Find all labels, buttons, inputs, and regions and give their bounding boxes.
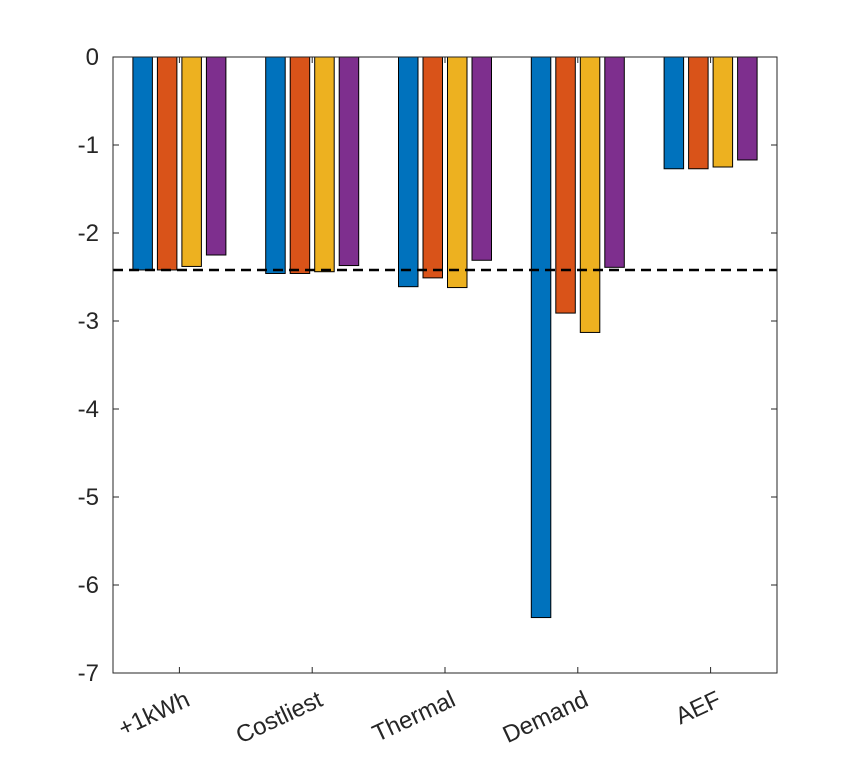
bar-costliest-series-3 — [314, 56, 335, 273]
bar-demand-series-2 — [555, 56, 576, 314]
y-tick-label: 0 — [86, 44, 99, 71]
y-tick-label: -5 — [78, 484, 99, 511]
y-tick-labels: 0 -1 -2 -3 -4 -5 -6 -7 — [78, 44, 99, 687]
bar-1kwh-series-3 — [181, 56, 202, 267]
y-tick-label: -3 — [78, 308, 99, 335]
x-tick-label: Thermal — [368, 686, 459, 748]
y-tick-label: -7 — [78, 660, 99, 687]
bar-aef-series-2 — [688, 56, 709, 170]
y-tick-label: -1 — [78, 132, 99, 159]
bar-thermal-series-1 — [398, 56, 419, 288]
bar-costliest-series-2 — [289, 56, 311, 274]
bar-costliest-series-4 — [338, 56, 360, 267]
x-tick-labels: +1kWh Costliest Thermal Demand AEF — [114, 686, 725, 750]
x-tick-label: Demand — [499, 686, 593, 749]
bar-costliest-series-1 — [265, 56, 286, 274]
bar-1kwh-series-2 — [156, 56, 178, 271]
bars-layer — [132, 56, 758, 619]
bar-demand-series-4 — [604, 56, 625, 268]
x-tick-label: AEF — [671, 686, 725, 730]
bar-thermal-series-4 — [471, 56, 492, 261]
bar-aef-series-1 — [663, 56, 685, 170]
bar-demand-series-3 — [579, 56, 601, 333]
axes-layer — [112, 56, 778, 674]
y-tick-label: -6 — [78, 572, 99, 599]
bar-1kwh-series-1 — [132, 56, 153, 271]
x-tick-label: +1kWh — [114, 686, 194, 742]
bar-demand-series-1 — [530, 56, 552, 619]
x-tick-label: Costliest — [232, 686, 327, 750]
y-tick-label: -4 — [78, 396, 99, 423]
bar-thermal-series-2 — [422, 56, 443, 279]
bar-aef-series-4 — [737, 56, 758, 161]
y-tick-label: -2 — [78, 220, 99, 247]
bar-1kwh-series-4 — [205, 56, 227, 256]
bar-aef-series-3 — [712, 56, 734, 168]
bar-thermal-series-3 — [447, 56, 468, 289]
